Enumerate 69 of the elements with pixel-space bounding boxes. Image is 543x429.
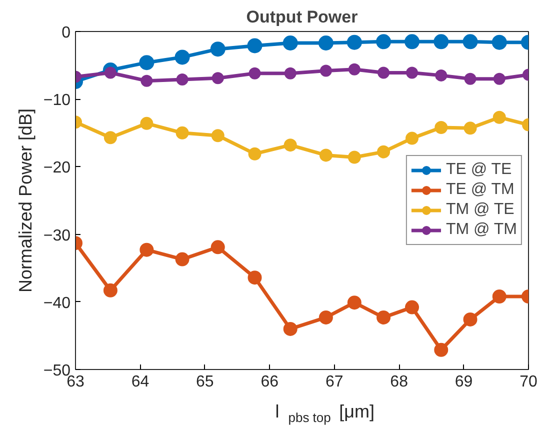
point xyxy=(406,66,418,79)
y-tick-label: −30 xyxy=(43,227,71,244)
point xyxy=(346,34,362,50)
point xyxy=(434,121,448,134)
legend-label: TE @ TM xyxy=(446,181,514,199)
point xyxy=(248,270,262,285)
y-tick-label: −20 xyxy=(43,160,71,177)
x-tick-label: 65 xyxy=(196,374,214,390)
legend-label: TM @ TE xyxy=(446,201,514,219)
point xyxy=(283,322,298,336)
point xyxy=(378,66,390,79)
y-tick-label: −40 xyxy=(43,294,71,312)
point xyxy=(492,34,507,50)
x-tick-label: 69 xyxy=(454,374,473,390)
point xyxy=(377,145,390,158)
point xyxy=(463,312,478,326)
x-tick-label: 64 xyxy=(131,374,150,390)
chart-title: Output Power xyxy=(246,8,358,26)
point xyxy=(174,50,190,65)
point xyxy=(464,122,477,135)
point xyxy=(140,242,154,257)
point xyxy=(462,34,478,50)
point xyxy=(348,150,361,164)
point xyxy=(212,72,224,84)
point xyxy=(140,116,154,130)
point xyxy=(248,147,262,160)
y-axis-title: Normalized Power [dB] xyxy=(15,108,36,293)
legend-label: TM @ TM xyxy=(446,221,517,239)
point xyxy=(139,55,154,70)
point xyxy=(348,63,360,76)
point xyxy=(104,66,116,79)
point xyxy=(405,300,420,314)
x-tick-label: 68 xyxy=(390,374,408,390)
point xyxy=(176,126,189,140)
point xyxy=(492,110,506,124)
x-tick-label: 67 xyxy=(325,374,344,390)
point xyxy=(282,36,298,50)
point xyxy=(140,74,153,87)
y-tick-label: 0 xyxy=(62,24,71,42)
point xyxy=(284,67,296,80)
point xyxy=(376,310,391,324)
point xyxy=(284,138,297,152)
y-tick-label: −10 xyxy=(43,92,71,110)
point xyxy=(175,252,190,266)
point xyxy=(318,36,334,50)
point xyxy=(318,310,333,324)
x-tick-label: 66 xyxy=(260,374,279,390)
point xyxy=(404,34,420,50)
point xyxy=(434,34,449,50)
point xyxy=(347,296,362,310)
point xyxy=(493,72,506,85)
point xyxy=(248,67,261,80)
point xyxy=(211,129,224,142)
point xyxy=(319,148,332,162)
point xyxy=(103,283,118,298)
point xyxy=(435,69,448,82)
point xyxy=(247,38,262,54)
point xyxy=(434,342,448,357)
point xyxy=(376,34,392,50)
point xyxy=(176,74,188,86)
legend-label: TE @ TE xyxy=(446,161,512,179)
point xyxy=(210,240,225,254)
point xyxy=(406,132,419,145)
point xyxy=(492,290,506,304)
point xyxy=(464,72,476,85)
point xyxy=(320,64,332,77)
point xyxy=(210,42,226,57)
x-tick-label: 70 xyxy=(520,374,538,390)
point xyxy=(104,131,117,144)
